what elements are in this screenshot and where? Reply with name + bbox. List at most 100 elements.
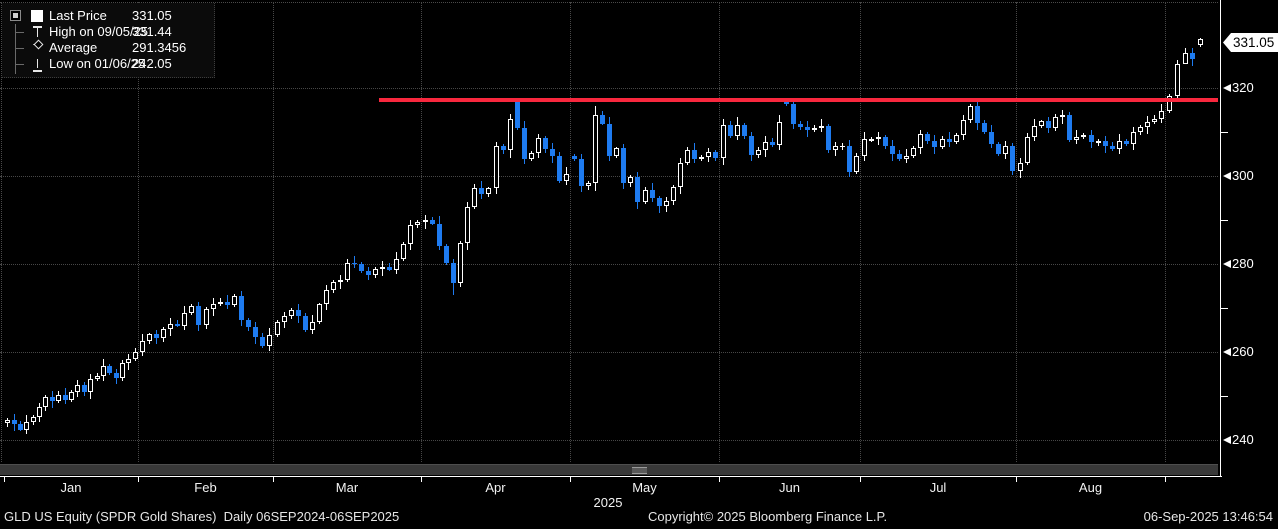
- x-axis-month-label: May: [632, 480, 657, 495]
- x-axis-month-label: Aug: [1078, 480, 1103, 495]
- candle-body: [1003, 145, 1008, 154]
- candle-body: [628, 177, 633, 184]
- y-axis-label: 240: [1232, 432, 1254, 447]
- candle-body: [175, 323, 180, 326]
- candle-body: [189, 306, 194, 313]
- month-gridline: [1016, 2, 1017, 462]
- candle-body: [63, 394, 68, 400]
- candle-body: [225, 301, 230, 305]
- candle-body: [579, 158, 584, 187]
- x-axis-line: [0, 476, 1222, 477]
- candle-body: [161, 329, 166, 339]
- candle-wick: [354, 255, 355, 269]
- candle-body: [69, 391, 74, 400]
- candle-body: [586, 183, 591, 187]
- candle-body: [472, 187, 477, 208]
- candle-body: [840, 145, 845, 148]
- x-axis-year-label: 2025: [593, 495, 623, 510]
- candle-body: [947, 139, 952, 143]
- candle-body: [650, 190, 655, 198]
- candle-wick: [821, 118, 822, 133]
- legend-value: 331.05: [132, 8, 172, 23]
- candle-body: [345, 262, 350, 281]
- horizontal-scrollbar[interactable]: [0, 464, 1218, 475]
- candle-body: [479, 187, 484, 195]
- candle-body: [968, 106, 973, 120]
- candle-body: [607, 123, 612, 157]
- candle-body: [713, 152, 718, 158]
- candle-body: [1183, 53, 1188, 65]
- candle-body: [140, 341, 145, 352]
- candle-body: [107, 366, 112, 374]
- candle-body: [50, 396, 55, 401]
- candle-body: [352, 262, 357, 265]
- candle-body: [996, 143, 1001, 154]
- candle-body: [430, 220, 435, 224]
- candle-body: [1159, 110, 1164, 119]
- candle-body: [12, 420, 17, 425]
- candle-body: [1096, 141, 1101, 143]
- legend-tree-branch: [15, 64, 24, 65]
- candle-body: [373, 269, 378, 275]
- candle-body: [415, 221, 420, 225]
- candle-body: [494, 146, 499, 189]
- month-gridline: [1165, 2, 1166, 462]
- candle-body: [819, 125, 824, 129]
- candle-body: [486, 188, 491, 195]
- candle-body: [366, 271, 371, 275]
- candle-body: [182, 312, 187, 326]
- candle-body: [557, 155, 562, 181]
- candle-body: [940, 139, 945, 148]
- candle-body: [975, 106, 980, 124]
- timestamp: 06-Sep-2025 13:46:54: [1143, 509, 1273, 524]
- candle-body: [522, 128, 527, 160]
- candle-body: [24, 422, 29, 430]
- low-marker-icon: [33, 59, 42, 72]
- candle-body: [408, 224, 413, 245]
- legend-tree-node-icon[interactable]: [10, 10, 21, 21]
- candle-body: [88, 379, 93, 393]
- candle-body: [961, 119, 966, 135]
- scrollbar-grip-icon[interactable]: [632, 467, 647, 474]
- candle-body: [826, 125, 831, 151]
- candle-body: [56, 394, 61, 401]
- candle-body: [982, 123, 987, 132]
- y-axis-label: 280: [1232, 256, 1254, 271]
- legend-label: Last Price: [49, 8, 107, 23]
- plot-border-top: [0, 2, 1218, 3]
- candle-body: [1103, 141, 1108, 146]
- candle-body: [862, 139, 867, 157]
- x-axis-tick: [273, 477, 274, 482]
- x-axis-tick: [138, 477, 139, 482]
- x-axis-month-label: Jun: [779, 480, 800, 495]
- legend-row[interactable]: Last Price 331.05: [2, 8, 214, 24]
- y-axis-label: 320: [1232, 80, 1254, 95]
- candle-body: [1067, 115, 1072, 140]
- x-axis-month-label: Feb: [194, 480, 217, 495]
- candle-body: [18, 424, 23, 430]
- plot-border-left: [1, 2, 2, 462]
- y-axis-tick-arrow-icon: [1223, 84, 1231, 92]
- legend-row[interactable]: Average 291.3456: [2, 39, 214, 56]
- candle-body: [338, 280, 343, 283]
- y-axis-minor-tick: [1221, 132, 1228, 133]
- candle-body: [401, 244, 406, 259]
- candle-body: [791, 103, 796, 124]
- x-axis-month-label: Jan: [60, 480, 82, 495]
- average-marker-icon: [33, 39, 44, 50]
- candle-body: [275, 322, 280, 335]
- high-marker-icon: [33, 26, 42, 39]
- copyright-text: Copyright© 2025 Bloomberg Finance L.P.: [648, 509, 888, 524]
- legend-row[interactable]: High on 09/05/25 331.44: [2, 24, 214, 40]
- candle-body: [1145, 121, 1150, 127]
- legend-tree-line: [15, 24, 16, 74]
- legend-row[interactable]: Low on 01/06/25 242.05: [2, 56, 214, 72]
- candle-body: [501, 146, 506, 151]
- candle-body: [394, 258, 399, 270]
- candle-body: [232, 295, 237, 305]
- candle-body: [31, 416, 36, 423]
- y-axis-tick-arrow-icon: [1223, 172, 1231, 180]
- candle-body: [918, 134, 923, 148]
- candle-body: [635, 177, 640, 202]
- candle-body: [437, 223, 442, 246]
